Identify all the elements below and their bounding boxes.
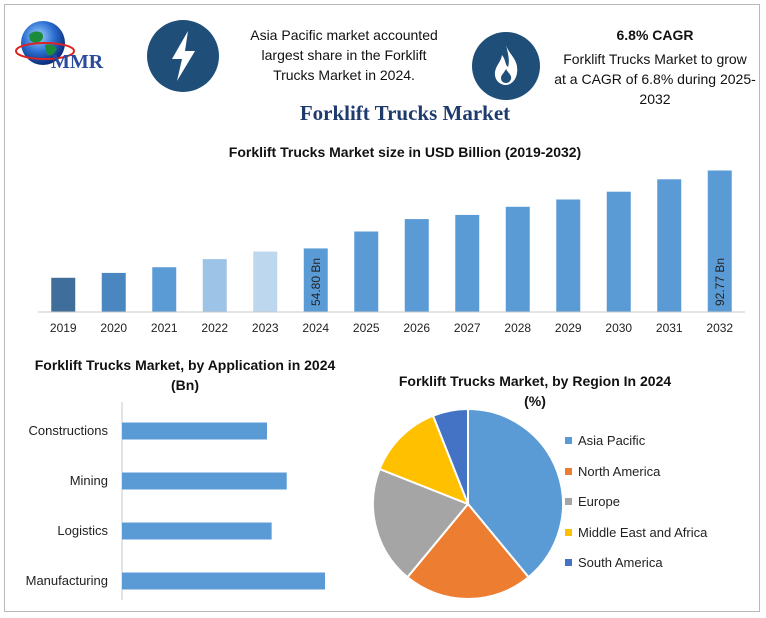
pie-slice-south-america	[431, 407, 469, 505]
region-chart-title-text: Forklift Trucks Market, by Region In 202…	[398, 373, 672, 409]
lightning-icon	[147, 20, 219, 92]
x-tick-label: 2025	[353, 321, 380, 335]
cagr-block: 6.8% CAGR Forklift Trucks Market to grow…	[545, 25, 765, 109]
market-size-bar-chart: 2019 2020 2021 2022 2023 2024 54.80 Bn 2025 2026…	[38, 170, 745, 335]
legend-item: Asia Pacific	[565, 433, 645, 449]
legend-swatch	[565, 498, 572, 506]
bar-2027	[455, 214, 480, 312]
bar-2032	[707, 170, 732, 312]
x-tick-label: 2030	[605, 321, 632, 335]
x-tick-label: 2024	[302, 321, 329, 335]
info-right-line: 2032	[639, 91, 671, 107]
bar-2030	[606, 191, 631, 312]
pie-slice-asia-pacific	[467, 407, 564, 579]
bar-2023	[253, 251, 278, 312]
application-bar-chart: Constructions Mining Logistics Manufacturin…	[26, 402, 325, 600]
info-left: Asia Pacific market accounted largest sh…	[229, 25, 459, 85]
pie-legend: Asia Pacific North America Europe Middle Ea…	[565, 433, 755, 583]
x-tick-label: 2023	[252, 321, 279, 335]
bar-2019	[51, 277, 76, 312]
x-tick-label: 2029	[555, 321, 582, 335]
info-right-line: at a CAGR of 6.8% during 2025-	[554, 71, 756, 87]
x-tick-label: 2019	[50, 321, 77, 335]
x-tick-label: 2026	[403, 321, 430, 335]
legend-label: Middle East and Africa	[578, 524, 708, 540]
legend-swatch	[565, 528, 572, 536]
flame-icon	[472, 32, 540, 100]
x-tick-label: 2028	[504, 321, 531, 335]
bar-2022	[202, 259, 227, 312]
legend-item: Middle East and Africa	[565, 525, 707, 541]
hbar-constructions	[122, 422, 267, 440]
x-tick-label: 2021	[151, 321, 178, 335]
application-chart-title-text: Forklift Trucks Market, by Application i…	[34, 357, 336, 393]
data-label-2032: 92.77 Bn	[713, 258, 727, 306]
bar-2024	[303, 248, 328, 312]
hbar-logistics	[122, 522, 272, 540]
info-left-line: Asia Pacific market accounted	[250, 27, 438, 43]
x-tick-label: 2022	[201, 321, 228, 335]
region-pie-chart	[372, 407, 564, 600]
bar-2026	[404, 219, 429, 312]
pie-slice-europe	[372, 467, 470, 579]
pie-slice-north-america	[406, 502, 530, 600]
legend-item: Europe	[565, 494, 620, 510]
bar-2025	[354, 231, 379, 312]
globe-icon	[15, 21, 75, 65]
legend-label: South America	[578, 555, 663, 570]
legend-swatch	[565, 437, 572, 445]
y-tick-label: Mining	[70, 473, 108, 488]
y-tick-label: Logistics	[57, 523, 108, 538]
legend-swatch	[565, 559, 572, 567]
bar-chart-title: Forklift Trucks Market size in USD Billi…	[228, 144, 582, 160]
x-tick-label: 2027	[454, 321, 481, 335]
application-chart-title: Forklift Trucks Market, by Application i…	[25, 355, 345, 395]
info-left-line: largest share in the Forklift	[261, 47, 427, 63]
page-title: Forklift Trucks Market	[299, 101, 511, 125]
bar-2020	[101, 272, 126, 312]
data-label-2024: 54.80 Bn	[309, 258, 323, 306]
hbar-manufacturing	[122, 572, 325, 590]
x-tick-label: 2031	[656, 321, 683, 335]
pie-slice-middle-east-and-africa	[378, 414, 470, 506]
bar-2028	[505, 206, 530, 312]
region-chart-title: Forklift Trucks Market, by Region In 202…	[395, 371, 675, 411]
y-tick-label: Manufacturing	[26, 573, 108, 588]
info-left-line: Trucks Market in 2024.	[273, 67, 415, 83]
legend-label: Asia Pacific	[578, 433, 646, 448]
legend-item: South America	[565, 555, 663, 571]
logo-text: MMR	[51, 51, 104, 73]
bar-2029	[556, 199, 581, 312]
bar-2021	[152, 267, 177, 312]
infographic-frame: MMR Asia Pacific market accounted larges…	[4, 4, 760, 612]
y-tick-label: Constructions	[29, 423, 109, 438]
legend-item: North America	[565, 464, 660, 480]
hbar-mining	[122, 472, 287, 490]
info-right-line: Forklift Trucks Market to grow	[563, 51, 747, 67]
cagr-title: 6.8% CAGR	[616, 27, 694, 43]
legend-label: Europe	[578, 494, 620, 509]
x-tick-label: 2032	[706, 321, 733, 335]
bar-2031	[657, 179, 682, 312]
x-tick-label: 2020	[100, 321, 127, 335]
legend-label: North America	[578, 463, 661, 479]
legend-swatch	[565, 467, 572, 475]
